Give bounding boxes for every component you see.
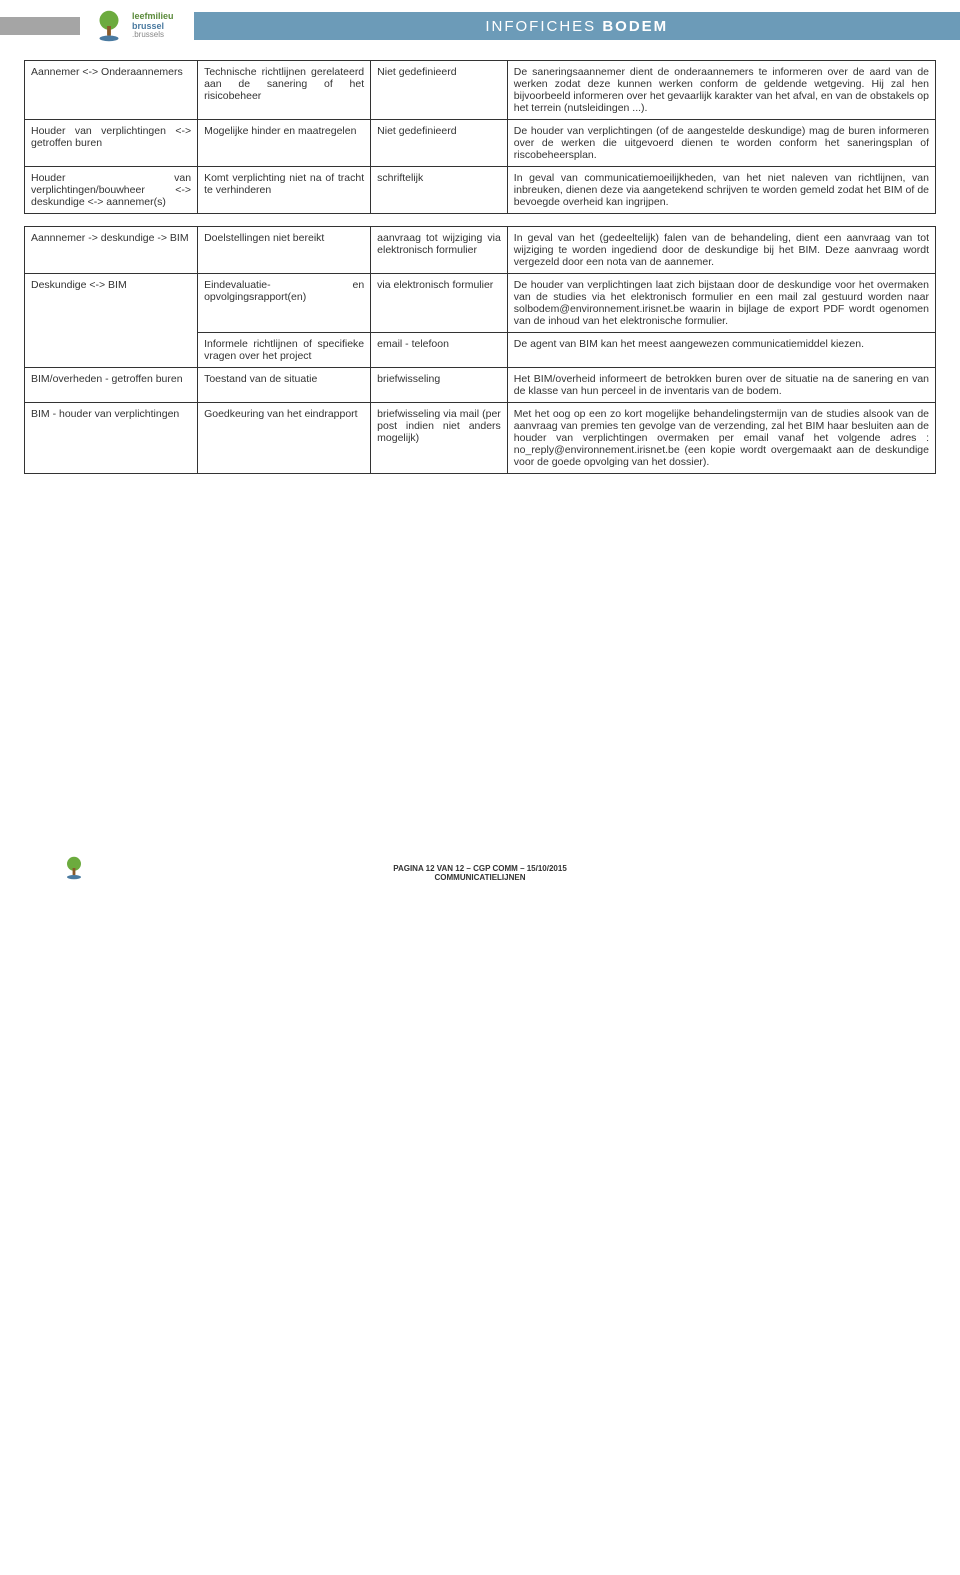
cell-actor: Houder van verplichtingen <-> getroffen … (25, 120, 198, 167)
brand-logo: leefmilieu brussel .brussels (90, 7, 174, 45)
cell-medium: email - telefoon (371, 333, 508, 368)
table-row: Aannnemer -> deskundige -> BIM Doelstell… (25, 227, 936, 274)
brand-text: leefmilieu brussel .brussels (132, 12, 174, 41)
cell-actor: BIM/overheden - getroffen buren (25, 368, 198, 403)
cell-description: De saneringsaannemer dient de onderaanne… (507, 61, 935, 120)
cell-subject: Informele richtlijnen of specifieke vrag… (198, 333, 371, 368)
cell-description: In geval van het (gedeeltelijk) falen va… (507, 227, 935, 274)
cell-medium: schriftelijk (371, 167, 508, 214)
communication-table-2: Aannnemer -> deskundige -> BIM Doelstell… (24, 226, 936, 474)
cell-subject: Goedkeuring van het eindrapport (198, 403, 371, 474)
header-left-stripe (0, 17, 80, 35)
page-header: leefmilieu brussel .brussels INFOFICHES … (0, 0, 960, 52)
cell-actor: BIM - houder van verplichtingen (25, 403, 198, 474)
cell-description: In geval van communicatiemoeilijkheden, … (507, 167, 935, 214)
footer-line2: COMMUNICATIELIJNEN (24, 873, 936, 882)
header-title: INFOFICHES BODEM (485, 18, 668, 35)
footer-logo (60, 854, 88, 882)
table-row: Deskundige <-> BIM Eindevaluatie- en opv… (25, 274, 936, 333)
cell-medium: aanvraag tot wijziging via elektronisch … (371, 227, 508, 274)
header-title-bold: BODEM (602, 18, 668, 35)
cell-subject: Doelstellingen niet bereikt (198, 227, 371, 274)
cell-actor: Aannemer <-> Onderaannemers (25, 61, 198, 120)
cell-actor: Aannnemer -> deskundige -> BIM (25, 227, 198, 274)
cell-description: Het BIM/overheid informeert de betrokken… (507, 368, 935, 403)
table-row: BIM - houder van verplichtingen Goedkeur… (25, 403, 936, 474)
cell-medium: briefwisseling via mail (per post indien… (371, 403, 508, 474)
cell-description: De houder van verplichtingen (of de aang… (507, 120, 935, 167)
cell-actor: Deskundige <-> BIM (25, 274, 198, 368)
page-footer: PAGINA 12 VAN 12 – CGP COMM – 15/10/2015… (0, 854, 960, 902)
footer-line1: PAGINA 12 VAN 12 – CGP COMM – 15/10/2015 (24, 864, 936, 873)
header-title-bar: INFOFICHES BODEM (194, 12, 960, 40)
brand-line3: .brussels (132, 31, 174, 40)
cell-medium: Niet gedefinieerd (371, 120, 508, 167)
cell-subject: Komt verplichting niet na of tracht te v… (198, 167, 371, 214)
cell-description: Met het oog op een zo kort mogelijke beh… (507, 403, 935, 474)
table-row: Aannemer <-> Onderaannemers Technische r… (25, 61, 936, 120)
cell-description: De houder van verplichtingen laat zich b… (507, 274, 935, 333)
tree-logo-icon (90, 7, 128, 45)
cell-medium: briefwisseling (371, 368, 508, 403)
cell-subject: Technische richtlijnen gerelateerd aan d… (198, 61, 371, 120)
cell-subject: Eindevaluatie- en opvolgingsrapport(en) (198, 274, 371, 333)
cell-medium: Niet gedefinieerd (371, 61, 508, 120)
table-row: BIM/overheden - getroffen buren Toestand… (25, 368, 936, 403)
communication-table-1: Aannemer <-> Onderaannemers Technische r… (24, 60, 936, 214)
tree-logo-icon (60, 854, 88, 882)
page-content: Aannemer <-> Onderaannemers Technische r… (0, 52, 960, 474)
cell-subject: Mogelijke hinder en maatregelen (198, 120, 371, 167)
cell-medium: via elektronisch formulier (371, 274, 508, 333)
header-title-prefix: INFOFICHES (485, 18, 602, 35)
cell-actor: Houder van verplichtingen/bouwheer <-> d… (25, 167, 198, 214)
cell-subject: Toestand van de situatie (198, 368, 371, 403)
table-row: Houder van verplichtingen <-> getroffen … (25, 120, 936, 167)
table-row: Houder van verplichtingen/bouwheer <-> d… (25, 167, 936, 214)
cell-description: De agent van BIM kan het meest aangeweze… (507, 333, 935, 368)
